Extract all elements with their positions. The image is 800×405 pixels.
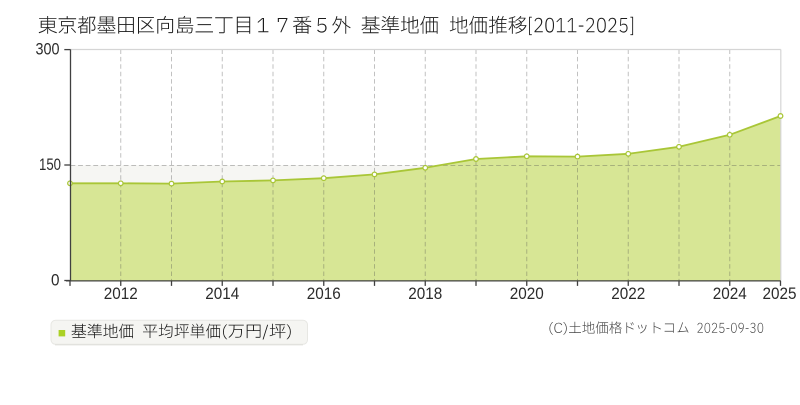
svg-text:2016: 2016 xyxy=(307,284,341,303)
svg-text:2012: 2012 xyxy=(104,284,138,303)
svg-text:2020: 2020 xyxy=(510,284,544,303)
svg-text:300: 300 xyxy=(36,40,60,59)
svg-text:0: 0 xyxy=(51,271,60,290)
svg-text:2014: 2014 xyxy=(205,284,239,303)
svg-text:2025: 2025 xyxy=(763,284,797,303)
svg-text:2022: 2022 xyxy=(611,284,645,303)
svg-text:2024: 2024 xyxy=(713,284,747,303)
svg-text:150: 150 xyxy=(39,155,61,174)
svg-text:2018: 2018 xyxy=(408,284,442,303)
